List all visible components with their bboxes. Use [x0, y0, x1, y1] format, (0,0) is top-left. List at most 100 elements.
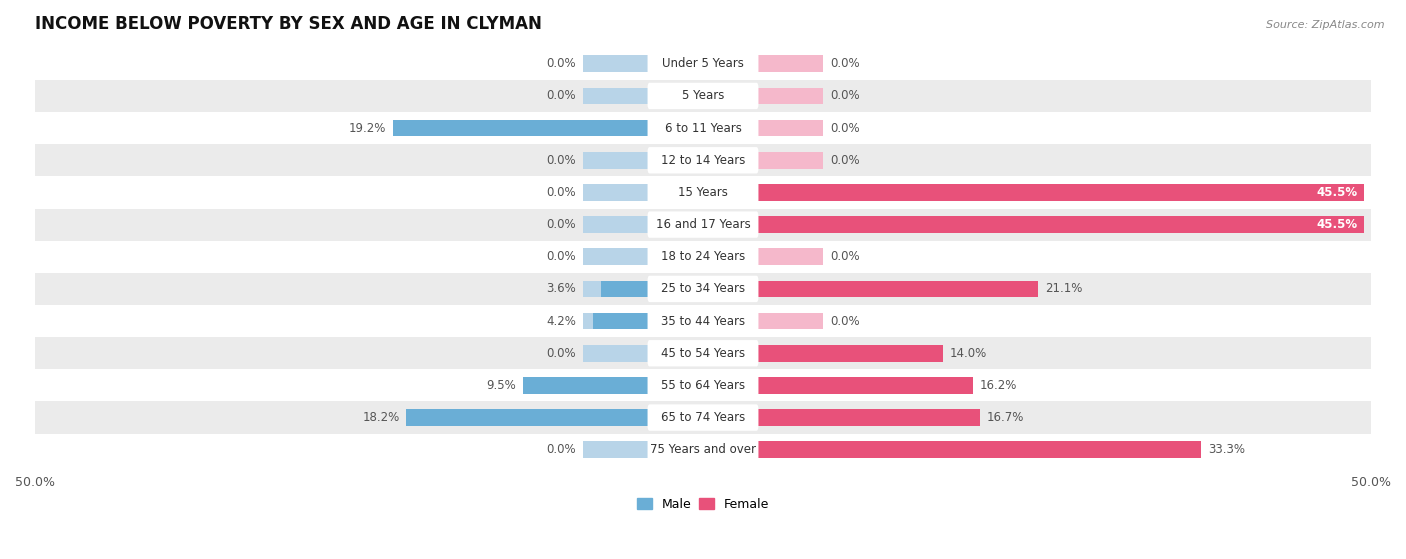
Text: 4.2%: 4.2%	[546, 315, 576, 328]
Bar	[35, 48, 1371, 80]
Text: 9.5%: 9.5%	[486, 379, 516, 392]
Bar	[582, 216, 650, 233]
FancyBboxPatch shape	[648, 340, 758, 367]
Text: 16.7%: 16.7%	[986, 411, 1024, 424]
Text: 25 to 34 Years: 25 to 34 Years	[661, 282, 745, 295]
Text: 0.0%: 0.0%	[830, 250, 859, 263]
Text: Source: ZipAtlas.com: Source: ZipAtlas.com	[1267, 20, 1385, 30]
Text: 18 to 24 Years: 18 to 24 Years	[661, 250, 745, 263]
Bar	[756, 345, 943, 362]
Bar	[35, 401, 1371, 434]
Text: 21.1%: 21.1%	[1045, 282, 1083, 295]
Text: 0.0%: 0.0%	[830, 122, 859, 135]
Bar	[756, 281, 1039, 297]
Bar	[756, 184, 1364, 201]
Bar	[35, 80, 1371, 112]
Bar	[756, 345, 943, 362]
Text: 33.3%: 33.3%	[1208, 443, 1244, 456]
Text: 65 to 74 Years: 65 to 74 Years	[661, 411, 745, 424]
Bar	[582, 281, 650, 297]
Bar	[756, 248, 824, 265]
FancyBboxPatch shape	[648, 211, 758, 238]
Bar	[582, 248, 650, 265]
Bar	[756, 55, 824, 72]
Text: INCOME BELOW POVERTY BY SEX AND AGE IN CLYMAN: INCOME BELOW POVERTY BY SEX AND AGE IN C…	[35, 15, 541, 33]
Text: 45 to 54 Years: 45 to 54 Years	[661, 347, 745, 360]
Bar	[756, 409, 980, 426]
Bar	[756, 442, 1201, 458]
Text: 35 to 44 Years: 35 to 44 Years	[661, 315, 745, 328]
Bar	[756, 442, 1201, 458]
Bar	[35, 305, 1371, 337]
Bar	[756, 216, 1364, 233]
Text: 0.0%: 0.0%	[547, 218, 576, 231]
Bar	[756, 184, 1364, 201]
Text: 0.0%: 0.0%	[547, 186, 576, 199]
FancyBboxPatch shape	[648, 51, 758, 77]
Bar	[582, 345, 650, 362]
Bar	[35, 434, 1371, 466]
FancyBboxPatch shape	[648, 276, 758, 302]
Bar	[756, 312, 824, 329]
Bar	[35, 241, 1371, 273]
Bar	[582, 312, 650, 329]
Bar	[582, 152, 650, 169]
Bar	[35, 176, 1371, 209]
Text: 6 to 11 Years: 6 to 11 Years	[665, 122, 741, 135]
Text: Under 5 Years: Under 5 Years	[662, 57, 744, 70]
FancyBboxPatch shape	[648, 179, 758, 206]
Bar	[35, 209, 1371, 241]
Bar	[35, 369, 1371, 401]
Bar	[35, 112, 1371, 144]
Bar	[35, 273, 1371, 305]
Text: 5 Years: 5 Years	[682, 89, 724, 102]
Bar	[582, 55, 650, 72]
Text: 16.2%: 16.2%	[980, 379, 1017, 392]
Bar	[756, 120, 824, 136]
Text: 0.0%: 0.0%	[830, 154, 859, 167]
Text: 15 Years: 15 Years	[678, 186, 728, 199]
Bar	[523, 377, 650, 394]
Bar	[406, 409, 650, 426]
Bar	[35, 144, 1371, 176]
Legend: Male, Female: Male, Female	[631, 492, 775, 516]
Bar	[602, 281, 650, 297]
FancyBboxPatch shape	[648, 404, 758, 431]
FancyBboxPatch shape	[648, 115, 758, 141]
Bar	[756, 88, 824, 105]
Text: 14.0%: 14.0%	[950, 347, 987, 360]
Text: 12 to 14 Years: 12 to 14 Years	[661, 154, 745, 167]
Bar	[582, 442, 650, 458]
Bar	[582, 88, 650, 105]
Text: 18.2%: 18.2%	[363, 411, 399, 424]
Text: 45.5%: 45.5%	[1316, 218, 1358, 231]
FancyBboxPatch shape	[648, 244, 758, 270]
Bar	[756, 152, 824, 169]
Bar	[756, 216, 1364, 233]
Text: 0.0%: 0.0%	[830, 57, 859, 70]
Text: 0.0%: 0.0%	[547, 57, 576, 70]
Bar	[582, 184, 650, 201]
FancyBboxPatch shape	[648, 147, 758, 173]
Text: 45.5%: 45.5%	[1316, 186, 1358, 199]
Bar	[394, 120, 650, 136]
FancyBboxPatch shape	[648, 83, 758, 109]
Bar	[593, 312, 650, 329]
Text: 0.0%: 0.0%	[547, 89, 576, 102]
Bar	[35, 337, 1371, 369]
Text: 55 to 64 Years: 55 to 64 Years	[661, 379, 745, 392]
Text: 0.0%: 0.0%	[547, 250, 576, 263]
Text: 3.6%: 3.6%	[547, 282, 576, 295]
FancyBboxPatch shape	[648, 372, 758, 399]
Bar	[756, 281, 1039, 297]
Bar	[756, 377, 973, 394]
Bar	[523, 377, 650, 394]
Text: 0.0%: 0.0%	[830, 89, 859, 102]
FancyBboxPatch shape	[648, 308, 758, 334]
Text: 0.0%: 0.0%	[547, 347, 576, 360]
Text: 0.0%: 0.0%	[547, 443, 576, 456]
Text: 0.0%: 0.0%	[547, 154, 576, 167]
Bar	[756, 377, 973, 394]
Text: 0.0%: 0.0%	[830, 315, 859, 328]
Bar	[406, 409, 650, 426]
